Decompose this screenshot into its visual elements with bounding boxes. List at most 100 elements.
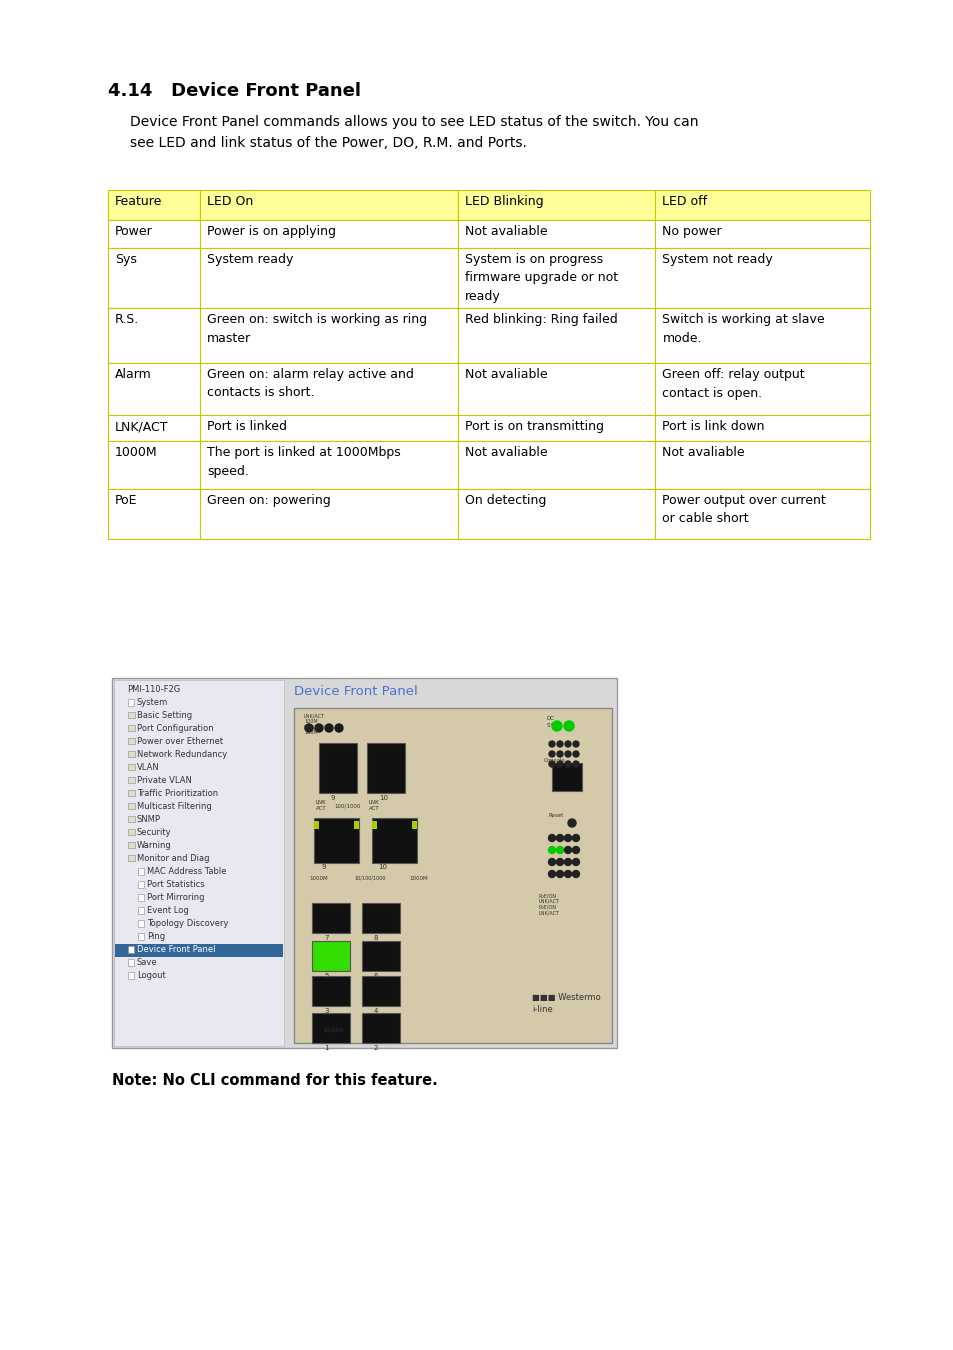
Circle shape xyxy=(564,859,571,865)
Bar xyxy=(200,220,457,248)
Bar xyxy=(108,248,200,308)
Bar xyxy=(200,414,457,441)
Circle shape xyxy=(564,871,571,878)
Text: DC
SYS 2  1: DC SYS 2 1 xyxy=(546,716,569,728)
Bar xyxy=(138,933,144,940)
Text: Port is on transmitting: Port is on transmitting xyxy=(465,420,603,433)
Bar xyxy=(138,919,144,927)
Bar xyxy=(457,190,655,220)
Text: PoE/ON
LNK/ACT
PoE/ON
LNK/ACT: PoE/ON LNK/ACT PoE/ON LNK/ACT xyxy=(538,892,559,915)
Text: On detecting: On detecting xyxy=(465,494,546,508)
Bar xyxy=(457,248,655,308)
Text: Note: No CLI command for this feature.: Note: No CLI command for this feature. xyxy=(112,1073,437,1088)
Text: Security: Security xyxy=(137,828,172,837)
Text: Power is on applying: Power is on applying xyxy=(207,225,335,238)
Bar xyxy=(128,829,135,836)
Circle shape xyxy=(557,751,562,757)
Bar xyxy=(108,308,200,363)
Text: Green off: relay output
contact is open.: Green off: relay output contact is open. xyxy=(661,369,804,400)
Text: 4: 4 xyxy=(374,1008,378,1014)
Text: PMI-110-F2G: PMI-110-F2G xyxy=(127,684,180,694)
Text: Event Log: Event Log xyxy=(147,906,189,915)
Text: LED Blinking: LED Blinking xyxy=(465,194,543,208)
Text: 3: 3 xyxy=(324,1008,328,1014)
Text: 2: 2 xyxy=(374,1045,378,1052)
Text: 10: 10 xyxy=(378,795,388,801)
Bar xyxy=(200,363,457,414)
Bar xyxy=(318,743,356,792)
Bar xyxy=(128,803,135,809)
Text: R.S.: R.S. xyxy=(115,313,139,325)
Text: Switch is working at slave
mode.: Switch is working at slave mode. xyxy=(661,313,824,344)
Bar xyxy=(113,680,284,1046)
Circle shape xyxy=(552,721,561,730)
Circle shape xyxy=(564,761,571,767)
Text: LNK/ACT: LNK/ACT xyxy=(115,420,169,433)
Bar xyxy=(655,190,869,220)
Bar xyxy=(128,751,135,757)
Bar xyxy=(361,941,399,971)
Text: LNK
ACT: LNK ACT xyxy=(369,801,379,811)
Text: MAC Address Table: MAC Address Table xyxy=(147,867,226,876)
Text: System: System xyxy=(137,698,168,707)
Bar xyxy=(457,220,655,248)
Bar xyxy=(108,190,200,220)
Text: 10/100/1000: 10/100/1000 xyxy=(354,876,385,882)
Text: 5: 5 xyxy=(324,973,328,979)
Text: Port is link down: Port is link down xyxy=(661,420,764,433)
Bar xyxy=(128,738,135,744)
Circle shape xyxy=(572,859,578,865)
Text: 7: 7 xyxy=(324,936,328,941)
Bar xyxy=(138,907,144,914)
Circle shape xyxy=(548,859,555,865)
Text: Multicast Filtering: Multicast Filtering xyxy=(137,802,212,811)
Text: 9: 9 xyxy=(331,795,335,801)
Bar xyxy=(294,707,612,1044)
Text: LED off: LED off xyxy=(661,194,707,208)
Circle shape xyxy=(548,751,555,757)
Bar xyxy=(115,944,283,957)
Bar xyxy=(128,815,135,822)
Circle shape xyxy=(573,741,578,747)
Bar xyxy=(112,678,617,1048)
Text: Not avaliable: Not avaliable xyxy=(465,225,547,238)
Circle shape xyxy=(314,724,323,732)
Text: Logout: Logout xyxy=(137,971,166,980)
Circle shape xyxy=(548,846,555,853)
Text: 9: 9 xyxy=(322,864,326,869)
Text: Warning: Warning xyxy=(137,841,172,850)
Circle shape xyxy=(305,724,313,732)
Text: LNK/ACT
100M
LNK/ACT
100M: LNK/ACT 100M LNK/ACT 100M xyxy=(304,713,325,736)
Text: 100/1000: 100/1000 xyxy=(334,803,360,809)
Circle shape xyxy=(557,741,562,747)
Circle shape xyxy=(572,871,578,878)
Circle shape xyxy=(548,741,555,747)
Text: Reset: Reset xyxy=(548,813,563,818)
Bar xyxy=(128,790,135,796)
Circle shape xyxy=(548,834,555,841)
Bar xyxy=(457,414,655,441)
Bar xyxy=(655,248,869,308)
Text: Alarm: Alarm xyxy=(115,369,152,381)
Bar xyxy=(361,903,399,933)
Bar xyxy=(128,778,135,783)
Bar xyxy=(108,220,200,248)
Circle shape xyxy=(564,846,571,853)
Text: 10: 10 xyxy=(377,864,387,869)
Bar xyxy=(314,821,318,829)
Bar xyxy=(361,1012,399,1044)
Bar xyxy=(200,308,457,363)
Bar xyxy=(108,363,200,414)
Text: 8: 8 xyxy=(374,936,378,941)
Circle shape xyxy=(325,724,333,732)
Bar xyxy=(367,743,405,792)
Circle shape xyxy=(556,834,563,841)
Text: 1000M: 1000M xyxy=(115,446,157,459)
Text: Topology Discovery: Topology Discovery xyxy=(147,919,229,927)
Text: System ready: System ready xyxy=(207,252,293,266)
Bar xyxy=(108,489,200,539)
Text: Green on: powering: Green on: powering xyxy=(207,494,331,508)
Bar xyxy=(128,972,133,979)
Text: Power over Ethernet: Power over Ethernet xyxy=(137,737,223,747)
Bar xyxy=(354,821,358,829)
